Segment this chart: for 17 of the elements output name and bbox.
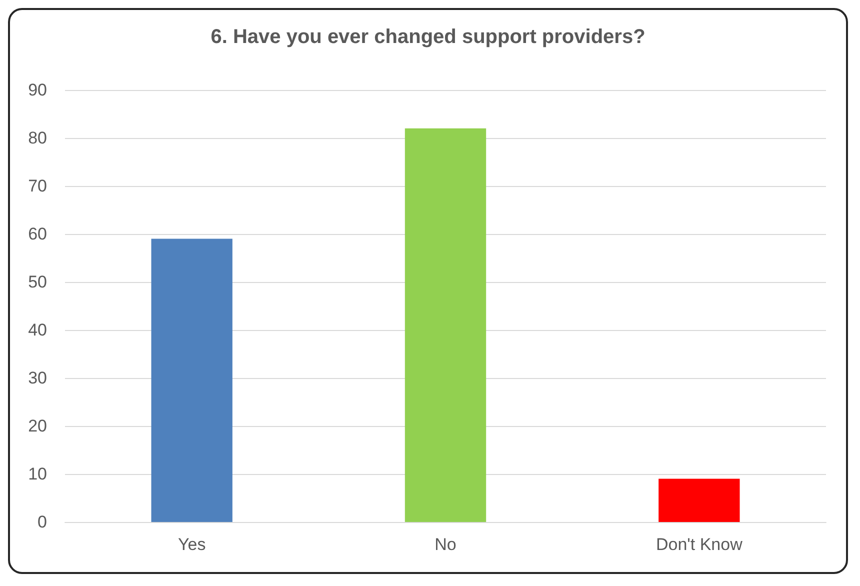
chart-title: 6. Have you ever changed support providers? [210,26,646,48]
y-tick-label: 70 [28,176,47,196]
y-tick-label: 30 [28,368,47,388]
y-tick-label: 10 [28,464,47,484]
x-tick-label: No [434,535,456,554]
bar [658,478,740,522]
y-tick-label: 90 [28,80,47,100]
y-tick-label: 60 [28,224,47,244]
y-tick-label: 50 [28,272,47,292]
y-tick-label: 20 [28,416,47,436]
y-tick-label: 80 [28,128,47,148]
y-tick-label: 0 [38,512,47,532]
bar [404,128,486,522]
bar [151,238,232,522]
x-tick-label: Yes [178,535,206,554]
x-tick-label: Don't Know [656,535,744,554]
y-tick-label: 40 [28,320,47,340]
